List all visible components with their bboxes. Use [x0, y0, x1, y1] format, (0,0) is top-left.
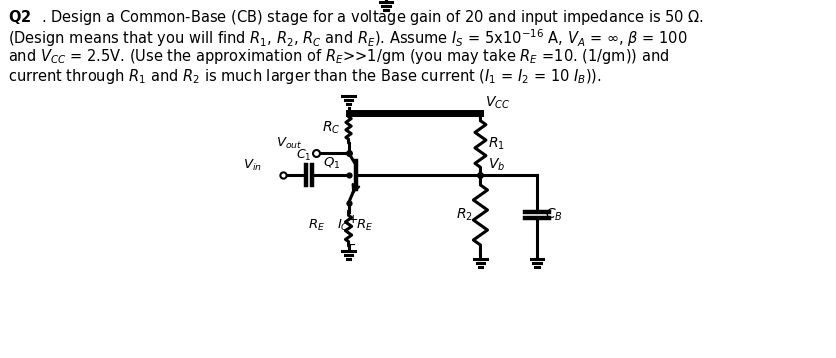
Text: $-$: $-$: [344, 237, 356, 251]
Text: $V_{out}$: $V_{out}$: [276, 136, 303, 151]
Text: $R_C$: $R_C$: [322, 120, 340, 136]
Text: $C_B$: $C_B$: [545, 207, 563, 223]
Text: $R_E$: $R_E$: [356, 218, 373, 233]
Text: $Q_1$: $Q_1$: [324, 156, 340, 171]
Text: $C_1$: $C_1$: [296, 148, 311, 163]
Text: $R_2$: $R_2$: [456, 207, 473, 223]
Text: (Design means that you will find $R_1$, $R_2$, $R_C$ and $R_E$). Assume $I_S$ = : (Design means that you will find $R_1$, …: [8, 28, 687, 49]
Text: $+$: $+$: [347, 213, 358, 226]
Text: . Design a Common-Base (CB) stage for a voltage gain of 20 and input impedance i: . Design a Common-Base (CB) stage for a …: [40, 8, 704, 27]
Text: $V_{in}$: $V_{in}$: [243, 158, 262, 173]
Text: $I_C$: $I_C$: [337, 218, 349, 233]
Text: $V_b$: $V_b$: [488, 156, 505, 173]
Text: current through $R_1$ and $R_2$ is much larger than the Base current ($I_1$ = $I: current through $R_1$ and $R_2$ is much …: [8, 67, 601, 86]
Text: $\mathbf{Q2}$: $\mathbf{Q2}$: [8, 8, 31, 26]
Text: $V_{CC}$: $V_{CC}$: [485, 95, 510, 111]
Text: $R_E$: $R_E$: [308, 218, 325, 233]
Text: and $V_{CC}$ = 2.5V. (Use the approximation of $R_E$>>1/gm (you may take $R_E$ =: and $V_{CC}$ = 2.5V. (Use the approximat…: [8, 47, 669, 66]
Text: $R_1$: $R_1$: [488, 136, 505, 152]
